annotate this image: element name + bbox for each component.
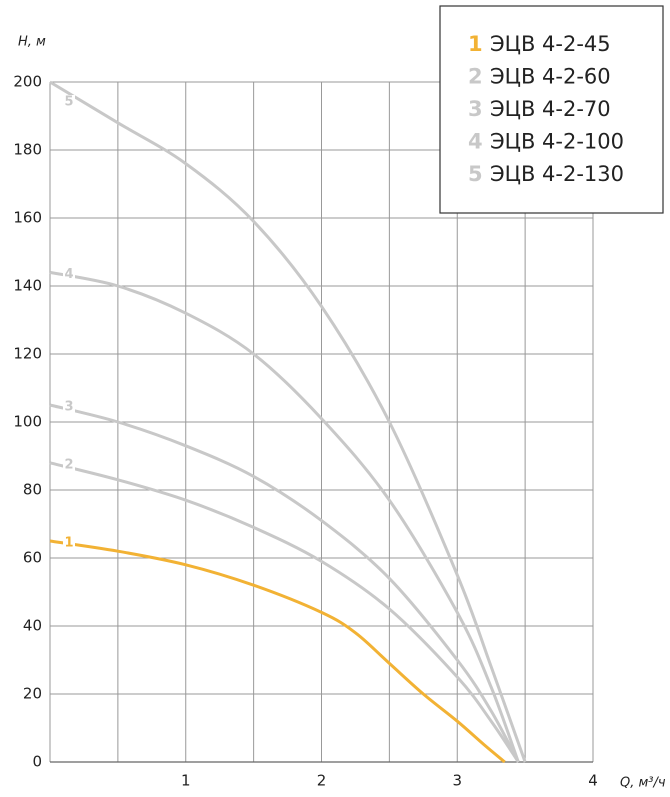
legend-number: 4 [468,130,483,154]
y-tick-label: 20 [23,685,42,703]
curve-label-bg [63,95,75,109]
y-tick-label: 80 [23,481,42,499]
y-tick-label: 100 [13,413,42,431]
legend-label: ЭЦВ 4-2-130 [490,162,624,186]
y-tick-label: 180 [13,141,42,159]
curve-label: 1 [64,536,73,551]
x-tick-label: 1 [181,772,191,790]
y-tick-label: 60 [23,549,42,567]
curve-label-bg [63,267,75,282]
x-tick-label: 3 [452,772,462,790]
curve [49,80,527,763]
curve [49,461,520,763]
y-tick-label: 140 [13,277,42,295]
legend-label: ЭЦВ 4-2-45 [490,32,611,56]
curve [49,539,506,764]
legend-number: 2 [468,65,483,89]
curve-label-bg [63,400,75,414]
y-tick-label: 0 [32,753,42,771]
legend-number: 3 [468,97,483,121]
curve-label-bg [63,536,75,550]
legend-label: ЭЦВ 4-2-70 [490,97,611,121]
y-tick-label: 40 [23,617,42,635]
curve-label: 2 [64,457,73,472]
y-tick-label: 200 [13,73,42,91]
y-axis-label: H, м [18,35,46,50]
x-tick-label: 4 [588,772,598,790]
curve [49,403,520,763]
y-tick-label: 120 [13,345,42,363]
y-tick-label: 160 [13,209,42,227]
curve-label: 5 [64,95,73,110]
legend-label: ЭЦВ 4-2-100 [490,130,624,154]
legend-box [439,5,664,214]
x-axis-label: Q, м³/ч [620,776,666,791]
legend-number: 1 [468,32,483,56]
curve [49,270,520,763]
curve-label-bg [63,457,75,472]
legend-label: ЭЦВ 4-2-60 [490,65,611,89]
x-tick-label: 2 [317,772,327,790]
curve-label: 3 [64,400,73,415]
legend-number: 5 [468,162,483,186]
curve-label: 4 [64,267,73,282]
